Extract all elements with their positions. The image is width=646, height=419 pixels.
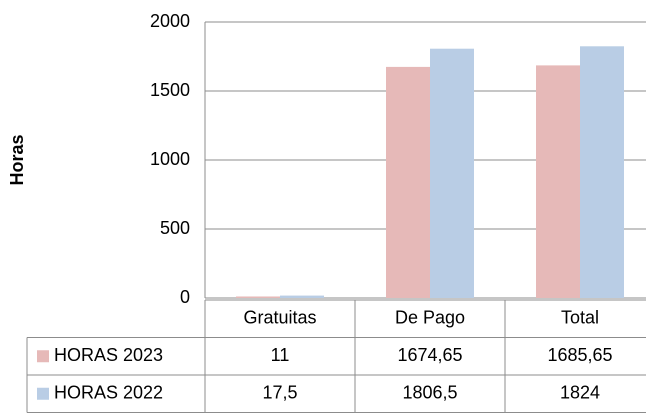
- legend-swatch: [37, 387, 49, 400]
- legend-swatch: [37, 350, 49, 363]
- x-tick-label: Gratuitas: [243, 308, 316, 328]
- y-axis-title: Horas: [7, 134, 27, 185]
- data-table-value: 1685,65: [547, 345, 612, 365]
- y-tick-label: 1000: [150, 149, 190, 169]
- x-tick-label: De Pago: [395, 308, 465, 328]
- data-table-value: 11: [271, 345, 290, 365]
- bar: [386, 66, 430, 298]
- legend-label: HORAS 2022: [54, 383, 163, 403]
- data-table-value: 1806,5: [402, 383, 457, 403]
- x-tick-label: Total: [561, 308, 599, 328]
- bar: [580, 46, 624, 299]
- y-tick-label: 1500: [150, 80, 190, 100]
- y-tick-label: 0: [180, 287, 190, 307]
- data-table-value: 17,5: [262, 383, 297, 403]
- legend-label: HORAS 2023: [54, 345, 163, 365]
- data-table-value: 1674,65: [397, 345, 462, 365]
- bar: [236, 296, 280, 298]
- data-table-value: 1824: [560, 383, 600, 403]
- bar: [536, 65, 580, 298]
- y-tick-label: 2000: [150, 11, 190, 31]
- bar: [280, 295, 324, 298]
- bar: [430, 48, 474, 298]
- y-tick-label: 500: [160, 218, 190, 238]
